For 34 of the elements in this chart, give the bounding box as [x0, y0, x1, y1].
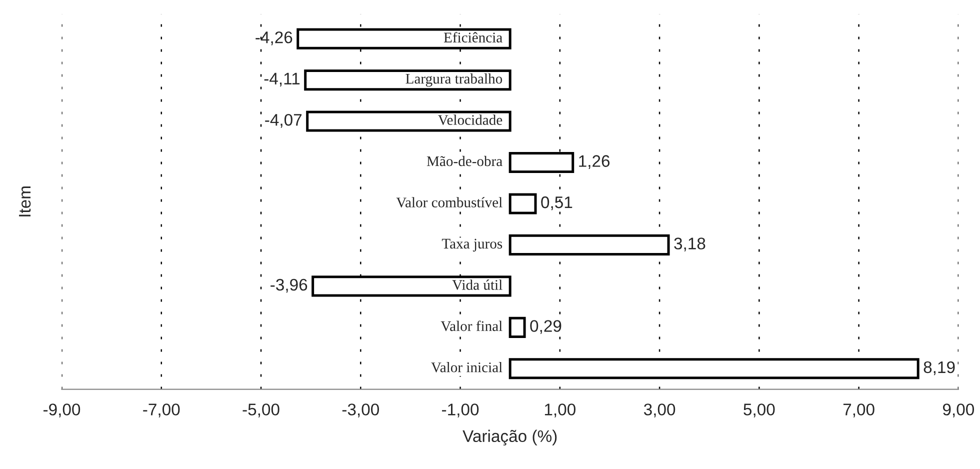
y-tick-label: Mão-de-obra: [426, 156, 502, 166]
x-tick-label: -9,00: [43, 404, 80, 418]
x-tick-label: -7,00: [143, 404, 180, 418]
y-axis-title: Item: [19, 186, 31, 216]
y-tick-label: Valor final: [440, 320, 502, 332]
x-tick-label: 9,00: [943, 404, 974, 418]
data-label: -4,11: [264, 72, 300, 86]
y-tick-label: Valor inicial: [431, 362, 502, 372]
y-tick-label: Valor combustível: [396, 197, 502, 208]
data-label: 0,29: [530, 320, 562, 334]
y-tick-label: Vida útil: [452, 280, 502, 290]
data-label: 8,19: [924, 361, 955, 376]
x-tick-label: -1,00: [442, 404, 479, 418]
data-label: -4,26: [256, 31, 292, 46]
y-tick-label: Eficiência: [444, 32, 502, 42]
y-tick-label: Velocidade: [438, 114, 502, 125]
x-tick-label: 1,00: [544, 404, 576, 418]
bar: [508, 358, 920, 380]
x-axis-title: Variação (%): [462, 430, 557, 446]
bar: [508, 193, 537, 214]
y-tick-label: Taxa juros: [442, 238, 502, 252]
x-tick-label: -5,00: [242, 404, 280, 418]
x-tick-label: -3,00: [342, 404, 379, 418]
data-label: -3,96: [270, 278, 308, 293]
x-tick-label: 7,00: [843, 404, 874, 418]
y-tick-label: Largura trabalho: [406, 73, 502, 87]
bar: [508, 234, 670, 256]
x-tick-label: 3,00: [644, 404, 676, 418]
x-tick-label: 5,00: [744, 404, 775, 418]
data-label: 0,51: [541, 196, 572, 210]
bar: [508, 316, 526, 338]
data-label: 3,18: [674, 238, 706, 252]
data-label: -4,07: [265, 114, 302, 128]
data-label: 1,26: [579, 155, 610, 169]
